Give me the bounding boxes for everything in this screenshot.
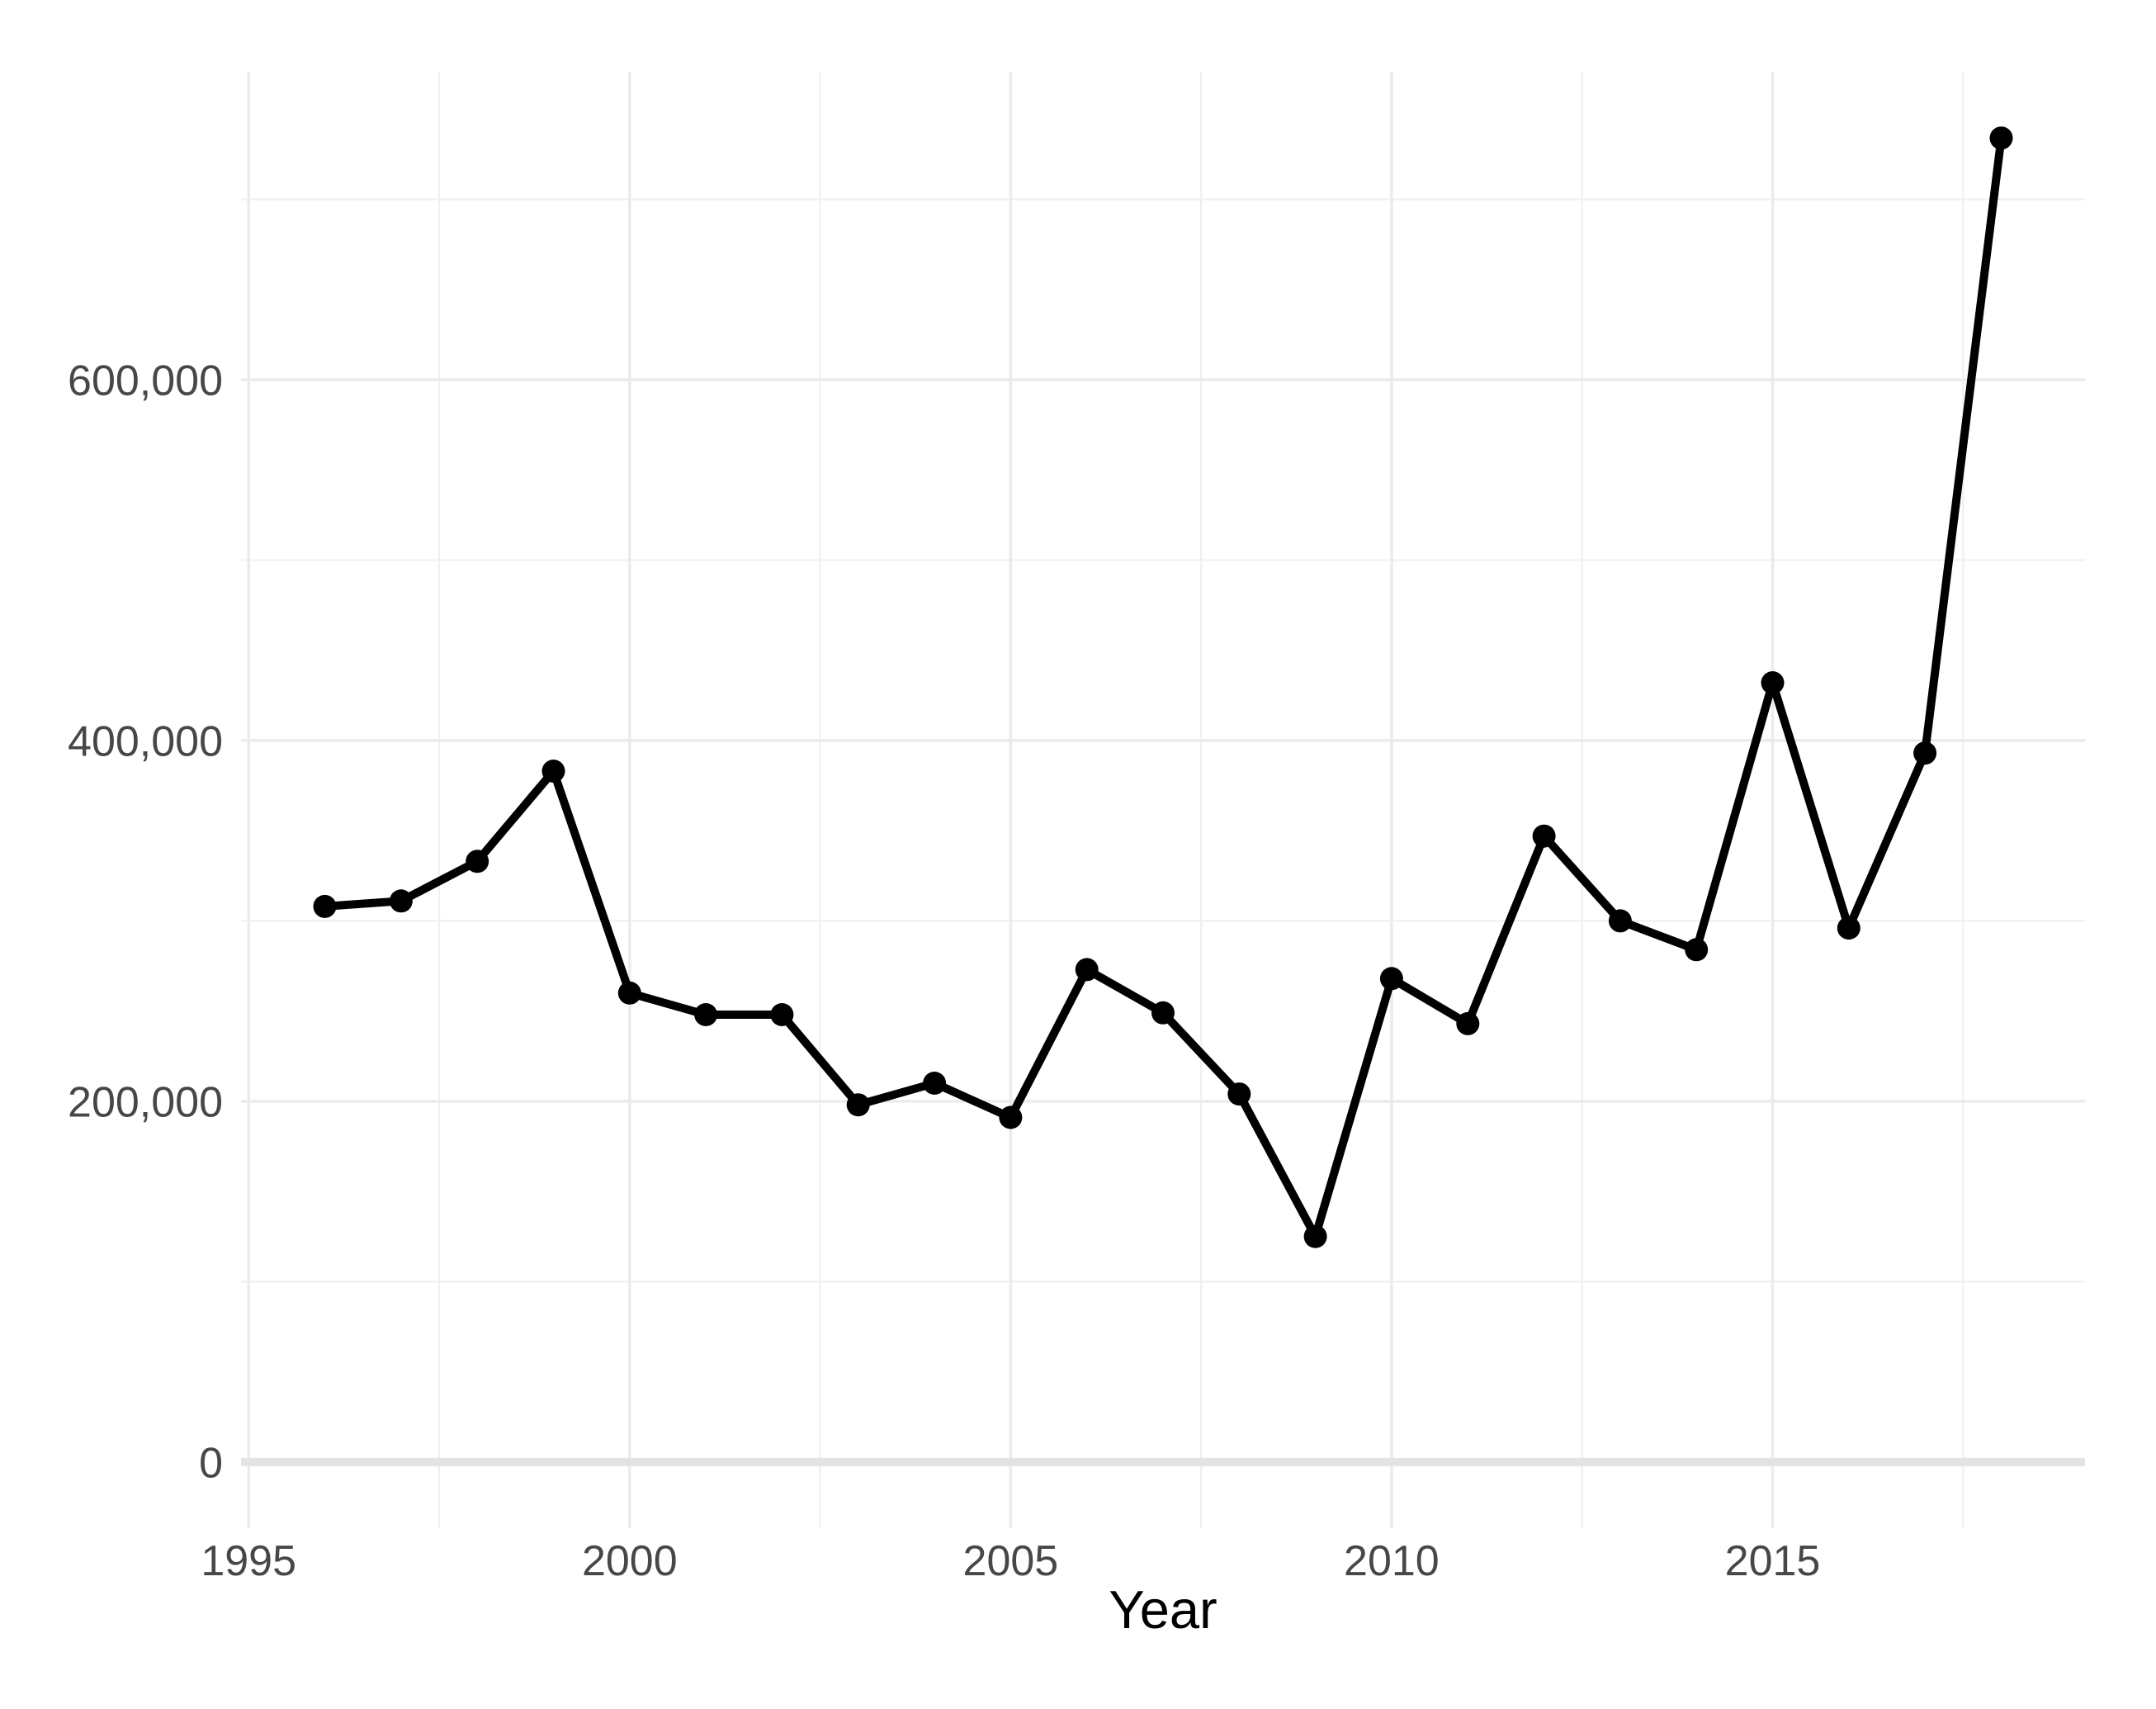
data-point — [923, 1072, 947, 1095]
x-tick-label: 2015 — [1725, 1537, 1821, 1585]
data-point — [694, 1003, 718, 1026]
data-point — [389, 889, 413, 913]
data-point — [1532, 824, 1556, 848]
data-point — [1379, 967, 1403, 991]
data-point — [313, 894, 337, 918]
y-tick-label: 0 — [199, 1439, 223, 1487]
y-tick-label: 400,000 — [68, 717, 223, 765]
major-gridlines — [241, 72, 2085, 1528]
x-tick-label: 2000 — [582, 1537, 678, 1585]
data-point — [466, 850, 489, 873]
data-point — [1456, 1011, 1480, 1035]
x-tick-label: 2005 — [963, 1537, 1059, 1585]
data-point — [1685, 938, 1709, 962]
x-axis-title: Year — [1109, 1579, 1217, 1640]
data-point — [1989, 126, 2013, 150]
data-point — [1608, 909, 1632, 933]
data-point — [846, 1093, 870, 1117]
data-point — [1151, 1001, 1175, 1025]
data-point — [1227, 1082, 1251, 1106]
data-point — [541, 760, 565, 783]
data-points — [313, 126, 2013, 1248]
data-point — [1075, 958, 1099, 982]
data-point — [1303, 1224, 1327, 1248]
y-tick-label: 600,000 — [68, 357, 223, 405]
x-axis-labels: 1995 2000 2005 2010 2015 — [201, 1537, 1820, 1585]
data-point — [770, 1003, 794, 1026]
x-tick-label: 2010 — [1344, 1537, 1440, 1585]
minor-gridlines — [241, 72, 2085, 1528]
data-point — [999, 1105, 1023, 1129]
data-point — [617, 981, 641, 1005]
x-tick-label: 1995 — [201, 1537, 296, 1585]
data-point — [1761, 671, 1785, 694]
data-point — [1913, 741, 1937, 765]
data-point — [1837, 916, 1860, 940]
y-tick-label: 200,000 — [68, 1078, 223, 1126]
y-axis-labels: 0 200,000 400,000 600,000 — [68, 357, 223, 1487]
